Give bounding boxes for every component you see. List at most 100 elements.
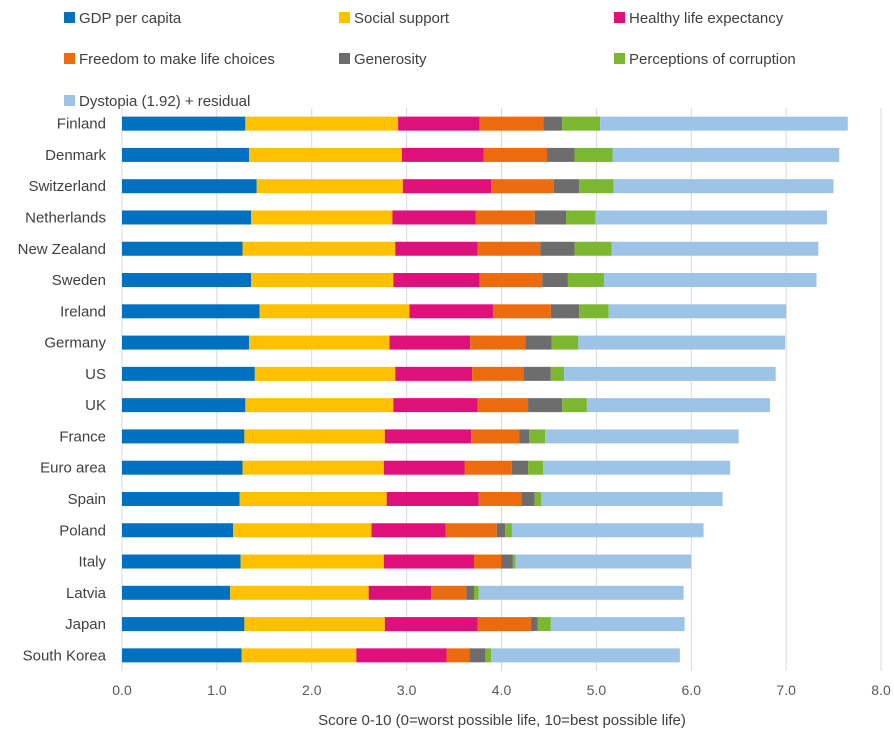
legend-label: Social support (354, 10, 450, 27)
bar-segment (431, 585, 467, 600)
bar-segment (259, 304, 410, 319)
bar-segment (241, 648, 357, 663)
bar-segment (471, 429, 520, 444)
bar-segment (611, 241, 819, 256)
bar-segment (541, 491, 723, 506)
bar-segment (384, 429, 472, 444)
x-tick-labels: 0.0 1.0 2.0 3.0 4.0 5.0 6.0 7.0 8.0 (112, 682, 891, 698)
bar-segment (472, 366, 524, 381)
bar-segment (608, 304, 787, 319)
bar-segment (550, 617, 685, 632)
bar-segment (402, 179, 492, 194)
bar-segment (505, 523, 512, 538)
bar-segment (613, 179, 834, 194)
bar-segment (445, 523, 497, 538)
bar-segment (244, 429, 385, 444)
bar-segment (242, 241, 396, 256)
legend-swatch (64, 53, 75, 64)
x-tick-label: 8.0 (871, 682, 891, 698)
bar-segment (473, 554, 502, 569)
bar-segment (534, 491, 542, 506)
bar-segment (492, 304, 551, 319)
bar-segment (464, 460, 512, 475)
bar-segment (519, 429, 530, 444)
bar-segment (562, 116, 601, 131)
bar-segment (562, 398, 587, 413)
bar-segment (496, 523, 506, 538)
legend-swatch (64, 12, 75, 23)
bar-segment (356, 648, 447, 663)
bar-segment (550, 366, 565, 381)
bar-segment (251, 210, 393, 225)
bar-segment (545, 429, 739, 444)
x-tick-label: 5.0 (587, 682, 607, 698)
category-label: South Korea (23, 647, 107, 664)
bar-segment (122, 147, 250, 162)
bar-segment (122, 366, 255, 381)
legend-label: Freedom to make life choices (79, 51, 275, 68)
bar-segment (395, 366, 473, 381)
bar-segment (386, 491, 479, 506)
category-label: Ireland (60, 303, 106, 320)
category-label: Germany (44, 335, 106, 352)
bar-segment (122, 585, 231, 600)
bar-segment (478, 585, 684, 600)
x-tick-label: 6.0 (682, 682, 702, 698)
category-label: France (59, 428, 106, 445)
bar-segment (578, 335, 786, 350)
category-label: New Zealand (18, 241, 106, 258)
bar-segment (534, 210, 567, 225)
legend-label: Generosity (354, 51, 427, 68)
bar-segment (574, 241, 612, 256)
bar-segment (540, 241, 575, 256)
bar-segment (550, 304, 580, 319)
legend-label: Dystopia (1.92) + residual (79, 93, 250, 110)
category-label: Japan (65, 616, 106, 633)
category-label: Italy (78, 554, 106, 571)
bar-segment (523, 366, 551, 381)
bar-segment (528, 398, 563, 413)
bar-segment (612, 147, 840, 162)
bar-segment (254, 366, 396, 381)
bar-segment (477, 398, 529, 413)
bar-segment (547, 147, 575, 162)
bar-segment (479, 116, 544, 131)
legend-label: GDP per capita (79, 10, 182, 27)
category-label: Netherlands (25, 209, 106, 226)
bar-segment (245, 116, 399, 131)
bar-segment (574, 147, 613, 162)
bar-segment (511, 460, 529, 475)
bar-segment (525, 335, 552, 350)
bar-segment (483, 147, 548, 162)
category-label: Poland (59, 522, 106, 539)
bar-segment (398, 116, 480, 131)
gridlines (121, 108, 882, 671)
category-labels: Finland Denmark Switzerland Netherlands New … (18, 116, 107, 665)
bar-segment (242, 460, 384, 475)
bar-segment (122, 335, 250, 350)
bar-segment (256, 179, 403, 194)
bars (122, 116, 848, 663)
bar-segment (122, 179, 257, 194)
x-axis-title: Score 0-10 (0=worst possible life, 10=be… (318, 712, 686, 729)
bar-segment (466, 585, 474, 600)
bar-segment (511, 523, 704, 538)
bar-segment (393, 398, 478, 413)
bar-segment (122, 523, 234, 538)
bar-segment (529, 429, 546, 444)
bar-segment (469, 648, 486, 663)
bar-segment (537, 617, 551, 632)
bar-segment (491, 648, 680, 663)
bar-segment (395, 241, 478, 256)
bar-segment (579, 179, 614, 194)
bar-segment (244, 617, 385, 632)
bar-segment (564, 366, 776, 381)
category-label: Switzerland (28, 178, 106, 195)
category-label: Denmark (45, 147, 106, 164)
x-tick-label: 1.0 (207, 682, 227, 698)
x-tick-label: 4.0 (492, 682, 512, 698)
bar-segment (512, 554, 516, 569)
bar-segment (389, 335, 471, 350)
category-label: Latvia (66, 585, 107, 602)
category-label: Finland (57, 116, 106, 133)
